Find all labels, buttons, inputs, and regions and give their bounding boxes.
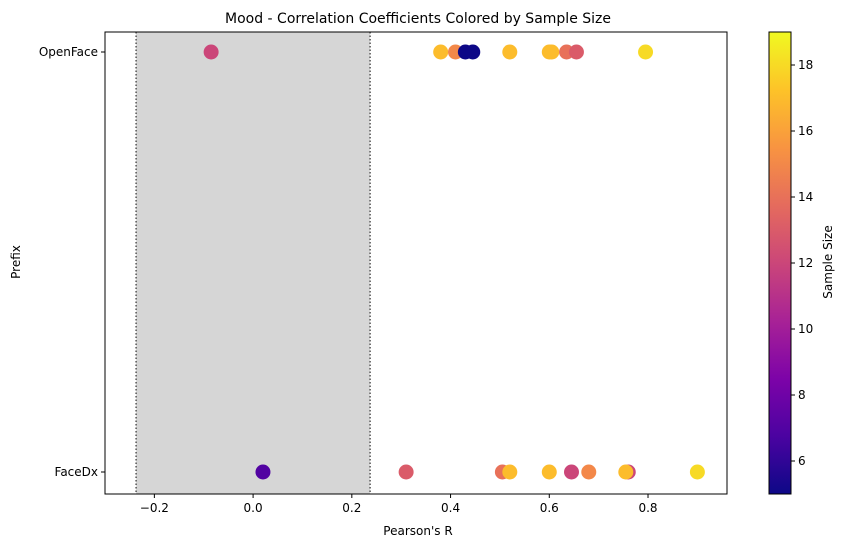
point-facedx-0 <box>255 464 271 480</box>
point-openface-7 <box>544 44 560 60</box>
point-openface-9 <box>568 44 584 60</box>
y-axis-label: Prefix <box>9 245 23 279</box>
colorbar-tick-label: 12 <box>798 256 813 270</box>
chart-title: Mood - Correlation Coefficients Colored … <box>225 11 611 27</box>
y-tick-label: FaceDx <box>55 465 98 479</box>
point-openface-10 <box>638 44 654 60</box>
point-facedx-5 <box>564 464 579 480</box>
x-tick-label: 0.6 <box>540 501 559 515</box>
point-facedx-9 <box>689 464 705 480</box>
colorbar-tick-label: 6 <box>798 454 806 468</box>
point-openface-5 <box>502 44 518 60</box>
plot-frame <box>104 31 728 495</box>
x-tick-label: 0.8 <box>638 501 657 515</box>
x-axis-label: Pearson's R <box>383 524 452 538</box>
point-openface-4 <box>465 44 481 60</box>
point-facedx-4 <box>541 464 557 480</box>
x-tick-label: 0.0 <box>244 501 263 515</box>
point-facedx-8 <box>618 464 634 480</box>
colorbar: 6 8 10 12 14 16 18 <box>768 31 813 495</box>
point-facedx-3 <box>502 464 518 480</box>
x-tick-label: 0.2 <box>342 501 361 515</box>
y-tick-label: OpenFace <box>39 45 98 59</box>
colorbar-gradient <box>768 31 792 495</box>
colorbar-tick-label: 8 <box>798 388 806 402</box>
point-facedx-6 <box>581 464 597 480</box>
x-tick-label: 0.4 <box>441 501 460 515</box>
colorbar-label: Sample Size <box>821 225 835 298</box>
x-tick-label: −0.2 <box>140 501 169 515</box>
colorbar-tick-label: 10 <box>798 322 813 336</box>
colorbar-tick-label: 18 <box>798 58 813 72</box>
point-facedx-1 <box>398 464 414 480</box>
colorbar-tick-label: 16 <box>798 124 813 138</box>
plot-area: −0.2 0.0 0.2 0.4 0.6 0.8 OpenFace FaceDx <box>39 31 728 515</box>
point-openface-1 <box>433 44 449 60</box>
colorbar-tick-label: 14 <box>798 190 813 204</box>
shaded-region <box>136 32 371 494</box>
point-openface-0 <box>203 44 219 60</box>
